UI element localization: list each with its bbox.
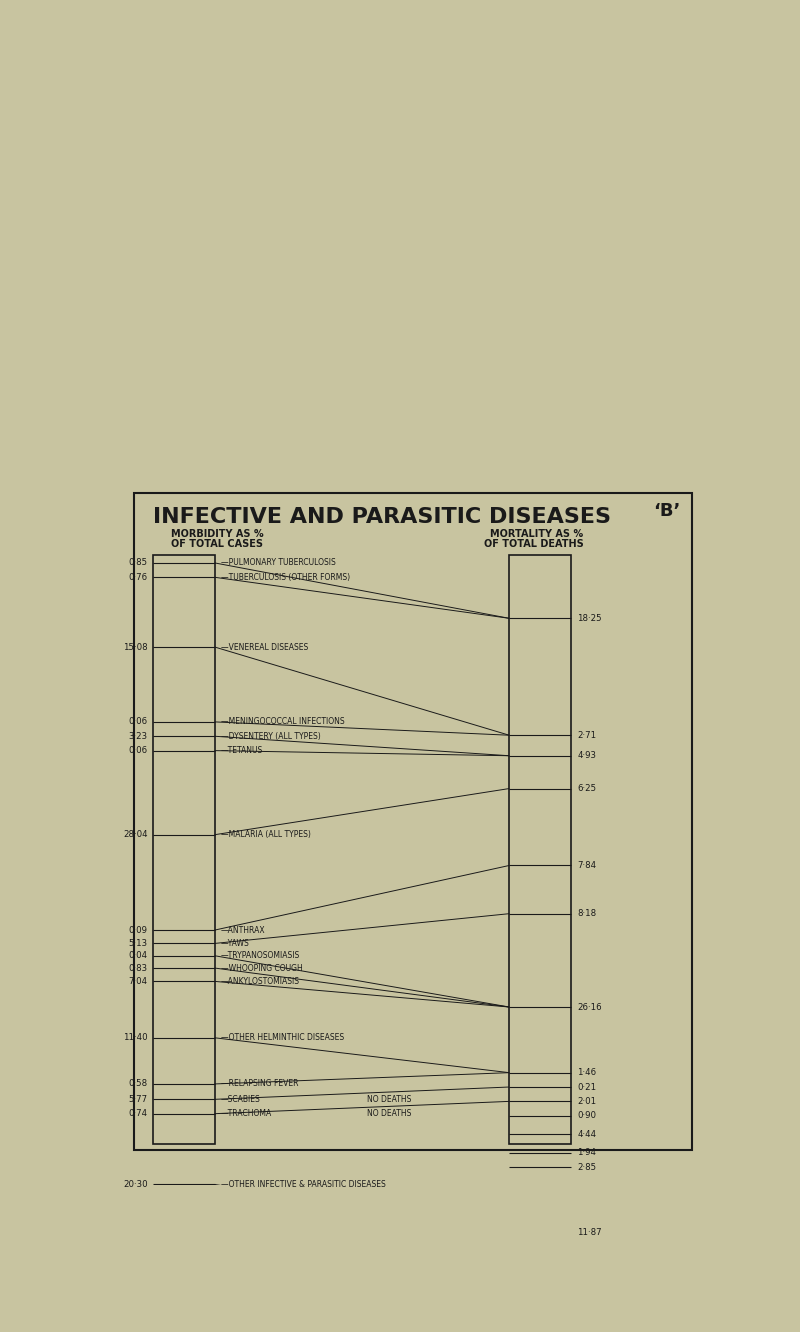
- Bar: [510, 554, 571, 1144]
- Text: 5·77: 5·77: [129, 1095, 148, 1104]
- Text: —TUBERCULOSIS (OTHER FORMS): —TUBERCULOSIS (OTHER FORMS): [221, 573, 350, 582]
- Text: 0·06: 0·06: [129, 746, 148, 755]
- Text: —DYSENTERY (ALL TYPES): —DYSENTERY (ALL TYPES): [221, 731, 321, 741]
- Text: 1·94: 1·94: [578, 1148, 597, 1158]
- Text: —PULMONARY TUBERCULOSIS: —PULMONARY TUBERCULOSIS: [221, 558, 336, 567]
- Text: INFECTIVE AND PARASITIC DISEASES: INFECTIVE AND PARASITIC DISEASES: [153, 506, 611, 526]
- Text: MORTALITY AS %: MORTALITY AS %: [490, 529, 584, 539]
- Text: 0·83: 0·83: [129, 963, 148, 972]
- Text: —ANTHRAX: —ANTHRAX: [221, 926, 266, 935]
- Text: 11·87: 11·87: [578, 1228, 602, 1237]
- Text: —ANKYLOSTOMIASIS: —ANKYLOSTOMIASIS: [221, 976, 300, 986]
- Text: —TETANUS: —TETANUS: [221, 746, 263, 755]
- Text: —RELAPSING FEVER: —RELAPSING FEVER: [221, 1079, 298, 1088]
- Text: 2·85: 2·85: [578, 1163, 597, 1172]
- Text: 0·21: 0·21: [578, 1083, 597, 1091]
- Text: —TRACHOMA: —TRACHOMA: [221, 1110, 272, 1118]
- Text: OF TOTAL DEATHS: OF TOTAL DEATHS: [484, 539, 584, 550]
- Text: NO DEATHS: NO DEATHS: [366, 1110, 411, 1118]
- Text: 0·06: 0·06: [129, 718, 148, 726]
- Text: 28·04: 28·04: [123, 830, 148, 839]
- Text: 0·09: 0·09: [129, 926, 148, 935]
- Text: 6·25: 6·25: [578, 785, 597, 793]
- Text: 4·93: 4·93: [578, 751, 597, 761]
- Text: OF TOTAL CASES: OF TOTAL CASES: [171, 539, 263, 550]
- Text: 18·25: 18·25: [578, 614, 602, 623]
- Text: 5·13: 5·13: [129, 939, 148, 948]
- Text: 2·71: 2·71: [578, 731, 597, 739]
- Text: —OTHER HELMINTHIC DISEASES: —OTHER HELMINTHIC DISEASES: [221, 1034, 344, 1042]
- Text: —SCABIES: —SCABIES: [221, 1095, 261, 1104]
- Text: —VENEREAL DISEASES: —VENEREAL DISEASES: [221, 642, 308, 651]
- Bar: [134, 493, 692, 1150]
- Text: 2·01: 2·01: [578, 1096, 597, 1106]
- Text: ‘B’: ‘B’: [654, 502, 681, 519]
- Text: 20·30: 20·30: [123, 1180, 148, 1189]
- Text: 7·84: 7·84: [578, 860, 597, 870]
- Text: 0·04: 0·04: [129, 951, 148, 960]
- Text: —TRYPANOSOMIASIS: —TRYPANOSOMIASIS: [221, 951, 300, 960]
- Text: —WHOOPING COUGH: —WHOOPING COUGH: [221, 963, 302, 972]
- Text: 8·18: 8·18: [578, 910, 597, 918]
- Text: 11·40: 11·40: [123, 1034, 148, 1042]
- Text: —MALARIA (ALL TYPES): —MALARIA (ALL TYPES): [221, 830, 310, 839]
- Text: 3·23: 3·23: [129, 731, 148, 741]
- Text: NO DEATHS: NO DEATHS: [366, 1095, 411, 1104]
- Text: 4·44: 4·44: [578, 1130, 597, 1139]
- Text: 26·16: 26·16: [578, 1003, 602, 1011]
- Text: 7·04: 7·04: [129, 976, 148, 986]
- Text: 0·76: 0·76: [129, 573, 148, 582]
- Bar: [153, 554, 214, 1144]
- Text: 0·90: 0·90: [578, 1111, 597, 1120]
- Text: —YAWS: —YAWS: [221, 939, 250, 948]
- Text: —OTHER INFECTIVE & PARASITIC DISEASES: —OTHER INFECTIVE & PARASITIC DISEASES: [221, 1180, 386, 1189]
- Text: MORBIDITY AS %: MORBIDITY AS %: [171, 529, 264, 539]
- Text: 0·74: 0·74: [129, 1110, 148, 1118]
- Text: 15·08: 15·08: [123, 642, 148, 651]
- Text: —MENINGOCOCCAL INFECTIONS: —MENINGOCOCCAL INFECTIONS: [221, 718, 345, 726]
- Text: 0·85: 0·85: [129, 558, 148, 567]
- Text: 0·58: 0·58: [129, 1079, 148, 1088]
- Text: 1·46: 1·46: [578, 1068, 597, 1078]
